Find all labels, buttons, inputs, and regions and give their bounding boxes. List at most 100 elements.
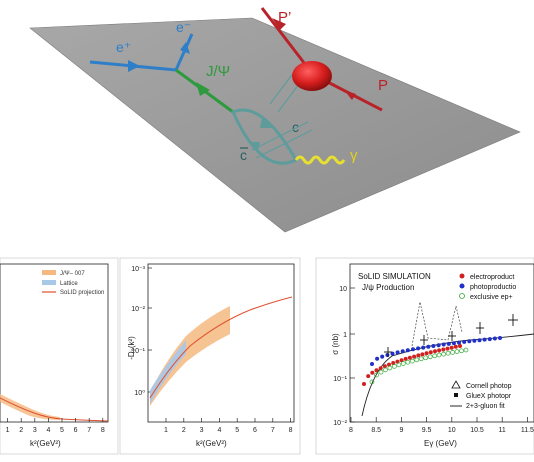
label-e-plus: e⁺ [116,39,131,55]
legend-marker-gluex [454,393,458,397]
exclusive-point [400,361,406,366]
middle-x-tick-label: 2 [182,427,186,434]
middle-y-tick-label: 10⁰ [134,389,145,397]
dotted-structure [411,301,463,347]
photoproduction-point [436,343,441,348]
panel-right: SoLID SIMULATION J/ψ Production electrop… [331,263,534,448]
electroproduction-point [374,368,379,373]
middle-plot-area [147,263,295,423]
exclusive-point [459,348,464,354]
right-title: SoLID SIMULATION [358,272,431,281]
left-x-tick-label: 2 [19,427,23,434]
electroproduction-point [445,346,450,351]
middle-xlabel: k²(GeV²) [196,439,227,448]
right-y-tick-label: 1 [343,332,347,339]
middle-y-tick-label: 10⁻³ [131,266,145,273]
middle-x-tick-label: 4 [217,427,221,434]
photoproduction-point [380,354,385,359]
electron-arrow [180,42,190,54]
exclusive-point [405,359,411,365]
photoproduction-point [411,347,415,352]
panel-middle-frame [119,257,301,455]
photoproduction-point [426,344,431,349]
exclusive-point [414,357,420,363]
middle-x-tick-label: 5 [235,427,239,434]
exclusive-point [432,353,438,359]
electroproduction-point [424,351,429,356]
legend-swatch-lattice [42,280,56,285]
left-x-tick-label: 8 [101,427,105,434]
electroproduction-point [366,374,371,379]
electroproduction-point [453,344,458,349]
right-subtitle: J/ψ Production [362,283,414,292]
electroproduction-point [395,359,400,364]
proton-blob [292,61,332,91]
electroproduction-point [391,361,396,365]
jpsi-arrow [196,82,210,96]
exclusive-point [441,351,446,357]
feynman-diagram: e⁺ e⁻ J/Ψ c c γ P’ P [29,7,521,233]
left-x-tick-label: 3 [33,427,37,434]
photoproduction-point [472,338,477,343]
exclusive-point [378,369,384,375]
label-cbar: c [240,147,247,163]
legend-solid: SoLID projection [60,290,104,296]
left-x-tick-label: 6 [74,427,78,434]
exclusive-point [392,364,397,369]
photoproduction-point [416,346,421,351]
photoproduction-point [405,348,410,353]
panel-left-frame [0,257,119,455]
right-y-tick-label: 10⁻¹ [333,376,347,383]
electroproduction-point [378,366,383,371]
photoproduction-point [467,339,472,344]
electroproduction-point [370,370,375,375]
right-y-tick-label: 10⁻² [333,420,347,427]
electroproduction-point [437,348,442,353]
legend-lattice: Lattice [60,281,78,287]
exclusive-point [409,358,415,364]
right-plot-area [349,263,534,423]
panel-middle: -D₉(k²) 10⁻³ 10⁻² 10⁻¹ 10⁰ 1 2 3 4 5 6 7 8 k²(GeV²… [127,263,295,448]
photoproduction-point [451,341,456,346]
exclusive-point [369,379,375,385]
right-x-tick-label: 9 [399,427,403,434]
middle-x-tick-label: 7 [271,427,275,434]
legend-marker-electro [459,273,465,279]
middle-x-tick-label: 3 [200,427,204,434]
label-p-prime: P’ [278,9,291,26]
exclusive-point [427,354,433,360]
right-x-ticks: 8 8.5 9 9.5 10 10.5 11 11.5 [349,417,534,434]
middle-curve [149,296,293,399]
photoproduction-point [385,353,390,357]
photoproduction-point [370,362,374,366]
photoproduction-point [457,340,461,345]
electroproduction-point [362,382,366,386]
right-ylabel: σ (nb) [331,333,340,355]
photoproduction-point [462,339,467,344]
photoproduction-point [482,337,487,342]
exclusive-point [374,372,379,378]
electroproduction-point [407,355,412,360]
middle-x-tick-label: 6 [253,427,257,434]
photon-line [294,155,346,165]
plane [29,17,521,233]
right-x-tick-label: 10.5 [470,427,484,434]
label-c: c [292,119,299,135]
middle-y-tick-label: 10⁻² [131,306,145,313]
right-x-tick-label: 11 [499,427,506,434]
photoproduction-point [390,351,395,356]
photoproduction-point [477,338,482,343]
electron-line [174,33,194,71]
electroproduction-point [399,358,404,363]
electroproduction-point [433,349,437,354]
middle-y-tick-label: 10⁻¹ [131,348,145,355]
right-xlabel: Eγ (GeV) [424,439,457,448]
legend-marker-photo [459,283,465,289]
left-xlabel: k²(GeV²) [30,439,61,448]
left-plot-area [0,263,109,423]
right-x-tick-label: 8.5 [371,427,381,434]
photoproduction-point [446,341,451,346]
legend-fit: 2+3-gluon fit [466,403,505,410]
exclusive-point [463,347,469,353]
